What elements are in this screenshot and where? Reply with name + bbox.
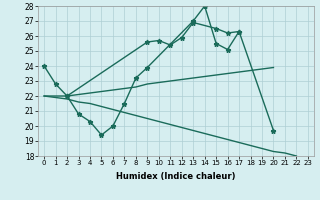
X-axis label: Humidex (Indice chaleur): Humidex (Indice chaleur) (116, 172, 236, 181)
